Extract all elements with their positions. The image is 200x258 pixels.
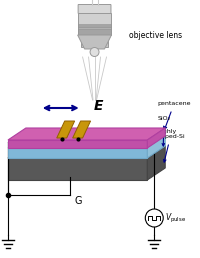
Text: SiO₂: SiO₂ [157, 116, 170, 146]
FancyBboxPatch shape [78, 4, 111, 13]
Polygon shape [8, 136, 165, 148]
Bar [78, 31, 111, 32]
Polygon shape [8, 146, 165, 158]
Bar [78, 26, 111, 27]
Bar [78, 13, 111, 35]
Bar [78, 24, 111, 25]
Text: D: D [51, 140, 57, 149]
Text: pentacene: pentacene [157, 101, 191, 129]
Bar [78, 29, 111, 30]
Polygon shape [147, 146, 165, 180]
Bar [78, 27, 111, 29]
Text: G: G [75, 196, 82, 206]
Polygon shape [8, 158, 147, 180]
Text: E: E [94, 99, 103, 113]
Circle shape [90, 47, 99, 57]
Text: $V_{\rm pulse}$: $V_{\rm pulse}$ [165, 212, 186, 224]
Bar [78, 33, 111, 34]
Polygon shape [147, 128, 165, 148]
Bar [81, 35, 108, 47]
Polygon shape [147, 128, 165, 158]
Polygon shape [8, 140, 147, 148]
Circle shape [145, 209, 163, 227]
Polygon shape [57, 121, 75, 138]
Text: S: S [73, 140, 78, 149]
Polygon shape [8, 148, 147, 158]
Polygon shape [73, 121, 91, 138]
Polygon shape [78, 35, 111, 49]
Text: objective lens: objective lens [129, 30, 183, 39]
Polygon shape [8, 128, 165, 140]
Text: highly
doped-Si: highly doped-Si [157, 128, 185, 162]
